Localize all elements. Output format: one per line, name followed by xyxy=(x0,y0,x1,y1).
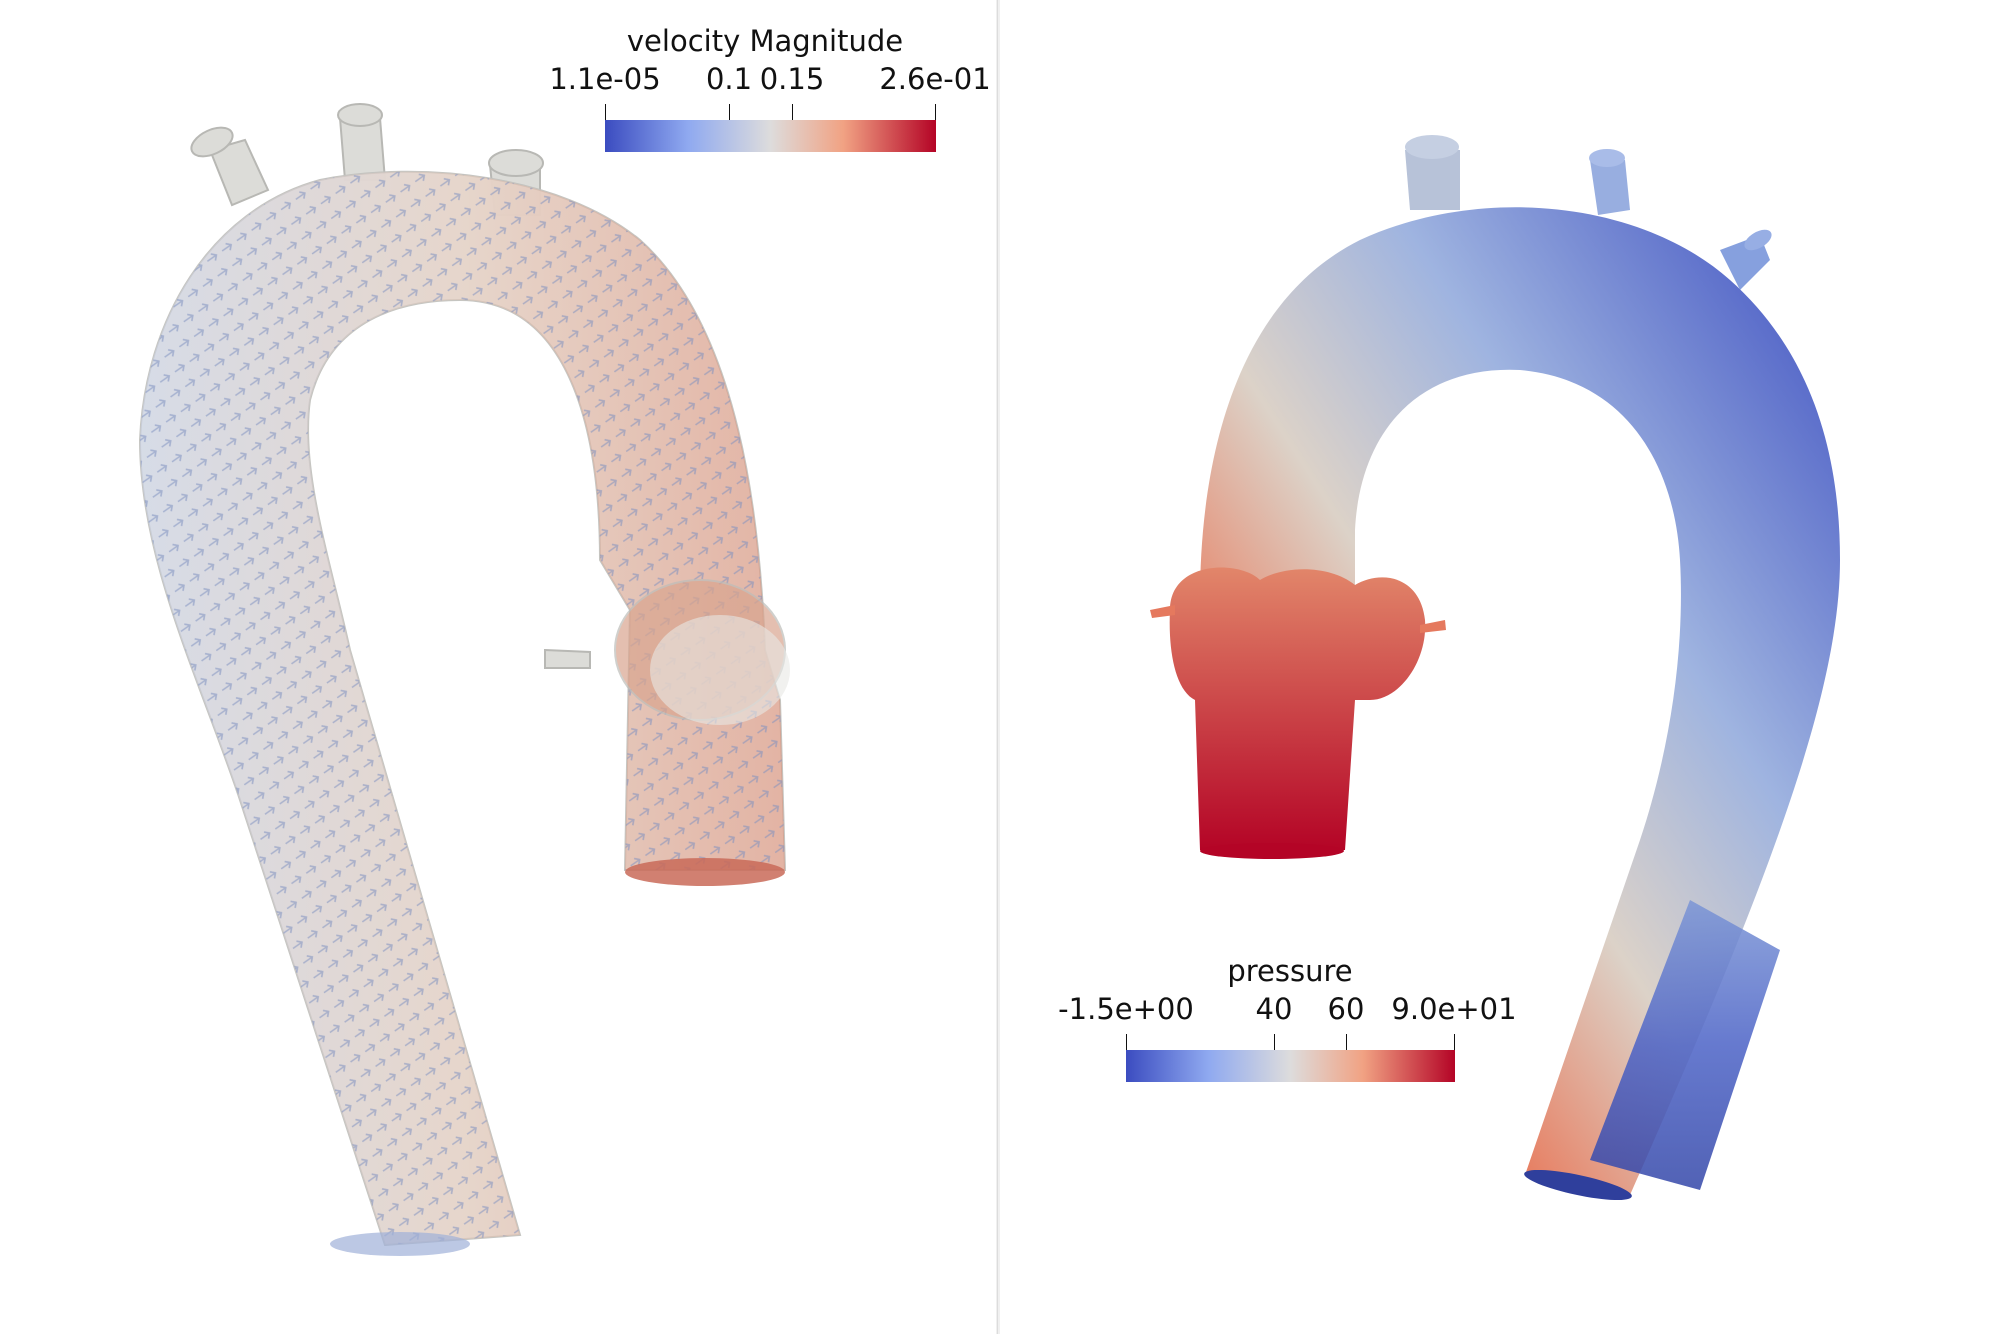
pressure-tick-min: -1.5e+00 xyxy=(1058,992,1194,1026)
view-splitter[interactable] xyxy=(996,0,1000,1334)
velocity-colorbar xyxy=(605,120,936,152)
aorta-velocity-glyph-icon[interactable] xyxy=(0,0,996,1334)
pressure-legend-title: pressure xyxy=(1227,954,1353,988)
pressure-tick-mark-60 xyxy=(1346,1034,1347,1056)
pressure-tick-mark-min xyxy=(1126,1034,1127,1056)
velocity-legend-title: velocity Magnitude xyxy=(626,24,904,58)
pressure-legend: pressure -1.5e+00 40 60 9.0e+01 xyxy=(1000,930,1992,1090)
velocity-tick-mark-0-1 xyxy=(729,104,730,126)
pressure-aortic-root xyxy=(1169,567,1426,850)
velocity-tick-mark-0-15 xyxy=(792,104,793,126)
velocity-tick-max: 2.6e-01 xyxy=(879,62,991,96)
pressure-tick-60: 60 xyxy=(1327,992,1365,1026)
velocity-legend: velocity Magnitude 1.1e-05 0.1 0.15 2.6e… xyxy=(0,0,996,160)
render-view-pressure[interactable]: pressure -1.5e+00 40 60 9.0e+01 xyxy=(1000,0,1992,1334)
pressure-tick-mark-40 xyxy=(1274,1034,1275,1056)
pressure-tick-mark-max xyxy=(1454,1034,1455,1056)
render-view-velocity[interactable]: velocity Magnitude 1.1e-05 0.1 0.15 2.6e… xyxy=(0,0,996,1334)
aorta-pressure-surface-icon[interactable] xyxy=(1000,0,1992,1334)
velocity-tick-mark-min xyxy=(605,104,606,126)
pressure-colorbar xyxy=(1126,1050,1455,1082)
velocity-tick-min: 1.1e-05 xyxy=(549,62,661,96)
velocity-tick-mark-max xyxy=(935,104,936,126)
pressure-tick-max: 9.0e+01 xyxy=(1391,992,1517,1026)
pressure-branch-vessels xyxy=(1405,135,1772,290)
velocity-tick-0-1: 0.1 xyxy=(705,62,753,96)
pressure-tick-40: 40 xyxy=(1255,992,1293,1026)
velocity-tick-0-15: 0.15 xyxy=(759,62,825,96)
